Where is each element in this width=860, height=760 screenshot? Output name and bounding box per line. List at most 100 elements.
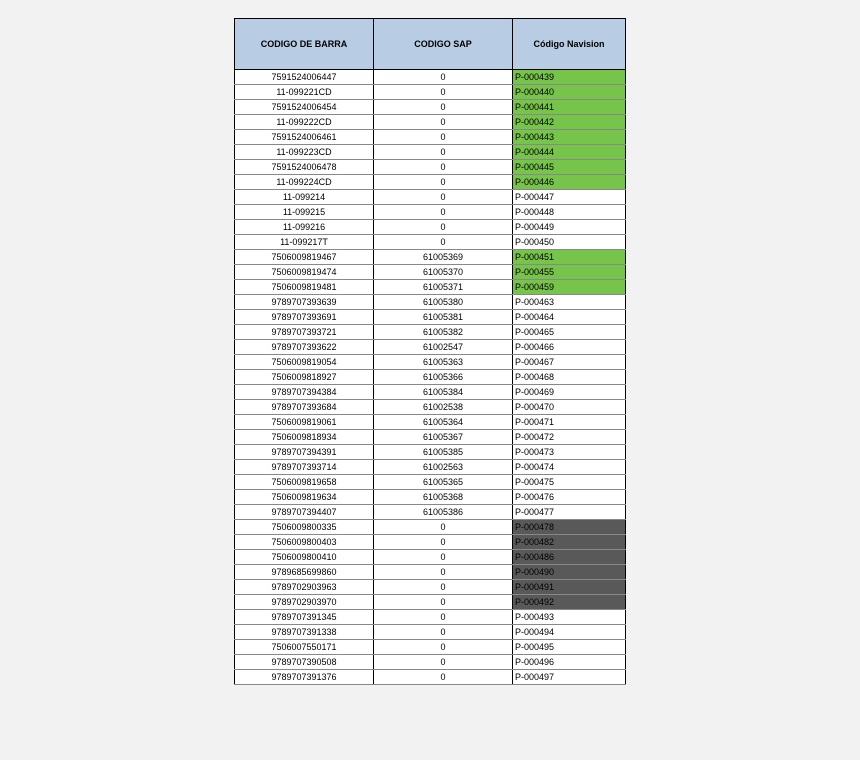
cell-sap: 0 <box>374 205 513 220</box>
cell-barra: 7506009800410 <box>235 550 374 565</box>
cell-nav: P-000496 <box>513 655 626 670</box>
table-container: CODIGO DE BARRA CODIGO SAP Código Navisi… <box>234 18 626 685</box>
cell-nav: P-000477 <box>513 505 626 520</box>
table-row: 75915240064780P-000445 <box>235 160 626 175</box>
cell-nav: P-000474 <box>513 460 626 475</box>
cell-barra: 9789707393714 <box>235 460 374 475</box>
cell-barra: 7506009818927 <box>235 370 374 385</box>
table-row: 978970739372161005382P-000465 <box>235 325 626 340</box>
cell-sap: 61005366 <box>374 370 513 385</box>
cell-barra: 11-099216 <box>235 220 374 235</box>
cell-sap: 61005371 <box>374 280 513 295</box>
cell-nav: P-000464 <box>513 310 626 325</box>
cell-nav: P-000443 <box>513 130 626 145</box>
table-row: 97897073905080P-000496 <box>235 655 626 670</box>
cell-barra: 7591524006454 <box>235 100 374 115</box>
table-row: 978970739438461005384P-000469 <box>235 385 626 400</box>
table-body: 75915240064470P-00043911-099221CD0P-0004… <box>235 70 626 685</box>
table-row: 75060098003350P-000478 <box>235 520 626 535</box>
header-row: CODIGO DE BARRA CODIGO SAP Código Navisi… <box>235 19 626 70</box>
cell-sap: 61005381 <box>374 310 513 325</box>
cell-nav: P-000446 <box>513 175 626 190</box>
table-row: 11-0992160P-000449 <box>235 220 626 235</box>
table-row: 75915240064540P-000441 <box>235 100 626 115</box>
cell-barra: 7506007550171 <box>235 640 374 655</box>
cell-nav: P-000444 <box>513 145 626 160</box>
table-row: 11-0992150P-000448 <box>235 205 626 220</box>
table-row: 97897029039630P-000491 <box>235 580 626 595</box>
cell-barra: 11-099224CD <box>235 175 374 190</box>
table-row: 978970739440761005386P-000477 <box>235 505 626 520</box>
cell-nav: P-000495 <box>513 640 626 655</box>
table-row: 97897073913380P-000494 <box>235 625 626 640</box>
cell-sap: 0 <box>374 580 513 595</box>
table-row: 750600981892761005366P-000468 <box>235 370 626 385</box>
table-row: 11-099224CD0P-000446 <box>235 175 626 190</box>
table-row: 11-099217T0P-000450 <box>235 235 626 250</box>
cell-barra: 9789707390508 <box>235 655 374 670</box>
cell-barra: 7591524006478 <box>235 160 374 175</box>
cell-nav: P-000471 <box>513 415 626 430</box>
cell-sap: 61002538 <box>374 400 513 415</box>
table-row: 11-099222CD0P-000442 <box>235 115 626 130</box>
cell-barra: 11-099223CD <box>235 145 374 160</box>
cell-barra: 9789707393691 <box>235 310 374 325</box>
col-header-barra: CODIGO DE BARRA <box>235 19 374 70</box>
cell-sap: 0 <box>374 625 513 640</box>
cell-nav: P-000478 <box>513 520 626 535</box>
cell-sap: 0 <box>374 655 513 670</box>
table-row: 97897029039700P-000492 <box>235 595 626 610</box>
cell-barra: 11-099221CD <box>235 85 374 100</box>
cell-nav: P-000494 <box>513 625 626 640</box>
table-row: 11-0992140P-000447 <box>235 190 626 205</box>
cell-sap: 0 <box>374 85 513 100</box>
cell-barra: 7506009819061 <box>235 415 374 430</box>
table-row: 750600981965861005365P-000475 <box>235 475 626 490</box>
cell-sap: 0 <box>374 640 513 655</box>
table-row: 750600981906161005364P-000471 <box>235 415 626 430</box>
codes-table: CODIGO DE BARRA CODIGO SAP Código Navisi… <box>234 18 626 685</box>
cell-nav: P-000450 <box>513 235 626 250</box>
cell-nav: P-000465 <box>513 325 626 340</box>
cell-barra: 9789707391376 <box>235 670 374 685</box>
cell-sap: 61005368 <box>374 490 513 505</box>
cell-nav: P-000469 <box>513 385 626 400</box>
cell-sap: 0 <box>374 610 513 625</box>
cell-barra: 7591524006461 <box>235 130 374 145</box>
table-row: 978970739371461002563P-000474 <box>235 460 626 475</box>
cell-nav: P-000442 <box>513 115 626 130</box>
cell-nav: P-000451 <box>513 250 626 265</box>
cell-sap: 61005382 <box>374 325 513 340</box>
cell-sap: 0 <box>374 130 513 145</box>
cell-barra: 11-099215 <box>235 205 374 220</box>
cell-sap: 61002547 <box>374 340 513 355</box>
table-row: 97897073913450P-000493 <box>235 610 626 625</box>
cell-barra: 7506009800335 <box>235 520 374 535</box>
cell-sap: 61005384 <box>374 385 513 400</box>
cell-nav: P-000470 <box>513 400 626 415</box>
cell-barra: 9789702903970 <box>235 595 374 610</box>
cell-nav: P-000463 <box>513 295 626 310</box>
cell-barra: 9789707393639 <box>235 295 374 310</box>
table-row: 750600981946761005369P-000451 <box>235 250 626 265</box>
cell-sap: 0 <box>374 190 513 205</box>
cell-barra: 7506009818934 <box>235 430 374 445</box>
cell-barra: 9789707394391 <box>235 445 374 460</box>
cell-nav: P-000459 <box>513 280 626 295</box>
table-row: 978970739363961005380P-000463 <box>235 295 626 310</box>
cell-sap: 0 <box>374 550 513 565</box>
table-row: 75060098004030P-000482 <box>235 535 626 550</box>
cell-sap: 0 <box>374 100 513 115</box>
table-row: 11-099221CD0P-000440 <box>235 85 626 100</box>
table-row: 750600981963461005368P-000476 <box>235 490 626 505</box>
cell-sap: 61005386 <box>374 505 513 520</box>
cell-sap: 0 <box>374 595 513 610</box>
cell-nav: P-000449 <box>513 220 626 235</box>
cell-barra: 9789707393684 <box>235 400 374 415</box>
cell-sap: 0 <box>374 145 513 160</box>
cell-barra: 9789707393721 <box>235 325 374 340</box>
table-row: 75060098004100P-000486 <box>235 550 626 565</box>
cell-sap: 0 <box>374 175 513 190</box>
cell-barra: 7506009800403 <box>235 535 374 550</box>
cell-nav: P-000441 <box>513 100 626 115</box>
